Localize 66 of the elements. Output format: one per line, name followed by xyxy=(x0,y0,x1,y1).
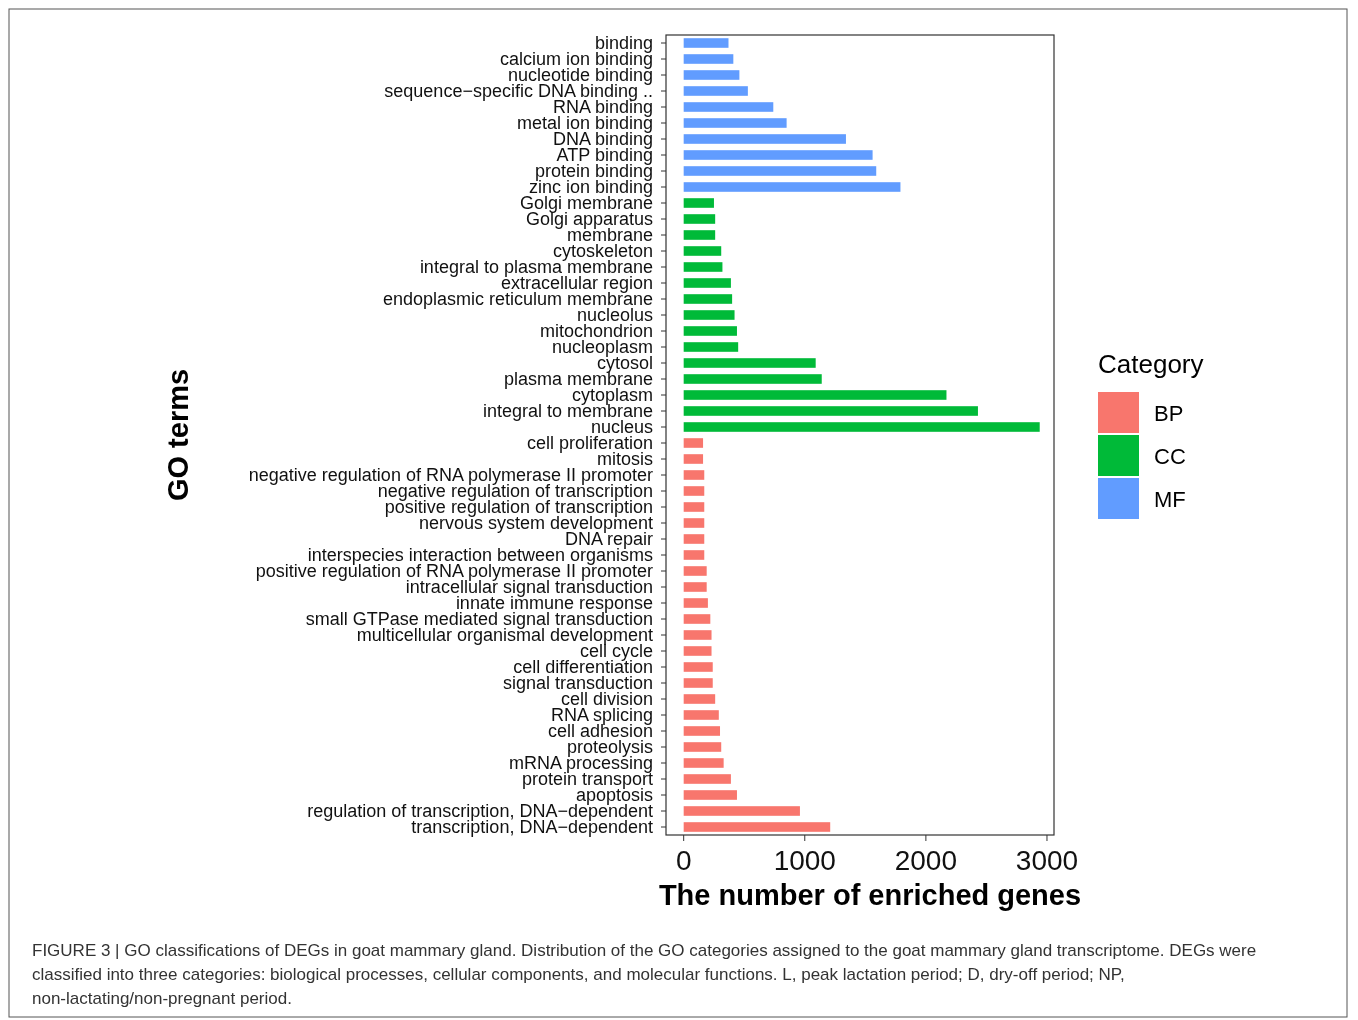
bar xyxy=(683,230,716,240)
bar xyxy=(683,518,705,528)
bar xyxy=(683,326,737,336)
bar xyxy=(683,454,704,464)
bar xyxy=(683,182,901,192)
x-axis-title: The number of enriched genes xyxy=(658,879,1082,911)
bar xyxy=(683,774,731,784)
x-tick-label: 3000 xyxy=(1015,845,1079,876)
caption: FIGURE 3 | GO classifications of DEGs in goat mammary gland. Distribution of the GO categories assigned to the goat mammary gland transcriptome. DEGs were classified into three categories: biological processes, cellular components, and molecular functions. L, peak lactation period; D, dry-off period; NP, non-lactating/non-pregnant period. xyxy=(32,941,1257,1008)
bar xyxy=(683,262,723,272)
bar xyxy=(683,198,714,208)
bar xyxy=(683,630,712,640)
x-tick-label: 2000 xyxy=(894,845,958,876)
bar xyxy=(683,54,734,64)
legend-label: BP xyxy=(1154,400,1184,426)
legend-label: CC xyxy=(1154,443,1186,469)
bar xyxy=(683,118,787,128)
y-tick-label: nucleoplasm xyxy=(551,337,653,358)
bar xyxy=(683,710,719,720)
bar xyxy=(683,342,739,352)
bar xyxy=(683,502,705,512)
bar xyxy=(683,310,735,320)
y-tick-label: proteolysis xyxy=(566,737,653,758)
bar xyxy=(683,390,947,400)
bar xyxy=(683,598,708,608)
y-axis-title: GO terms xyxy=(162,368,194,502)
bar xyxy=(683,678,713,688)
bar xyxy=(683,438,704,448)
bar xyxy=(683,214,716,224)
bar xyxy=(683,550,705,560)
bar xyxy=(683,166,877,176)
bar xyxy=(683,534,705,544)
bar xyxy=(683,134,846,144)
bar xyxy=(683,422,1040,432)
bar xyxy=(683,566,707,576)
bar xyxy=(683,742,722,752)
bar xyxy=(683,358,816,368)
bar xyxy=(683,374,822,384)
y-tick-label: cytoskeleton xyxy=(552,241,653,262)
legend-title: Category xyxy=(1098,349,1204,379)
y-tick-label: cytoplasm xyxy=(571,385,653,406)
bar xyxy=(683,246,722,256)
bar xyxy=(683,582,707,592)
bar xyxy=(683,102,774,112)
bar xyxy=(683,790,737,800)
y-tick-label: binding xyxy=(594,33,653,54)
bar xyxy=(683,70,740,80)
bar xyxy=(683,294,733,304)
bar xyxy=(683,470,705,480)
bar xyxy=(683,726,721,736)
bar xyxy=(683,614,711,624)
bar xyxy=(683,486,705,496)
bar xyxy=(683,758,724,768)
bar xyxy=(683,822,831,832)
bar xyxy=(683,662,713,672)
bar xyxy=(683,278,731,288)
bar xyxy=(683,646,712,656)
x-tick-label: 1000 xyxy=(773,845,836,876)
bar xyxy=(683,806,800,816)
bar xyxy=(683,150,873,160)
bar xyxy=(683,38,729,48)
legend-label: MF xyxy=(1154,486,1186,512)
x-tick-label: 0 xyxy=(675,845,692,876)
bar xyxy=(683,406,978,416)
bar xyxy=(683,86,748,96)
bar xyxy=(683,694,716,704)
